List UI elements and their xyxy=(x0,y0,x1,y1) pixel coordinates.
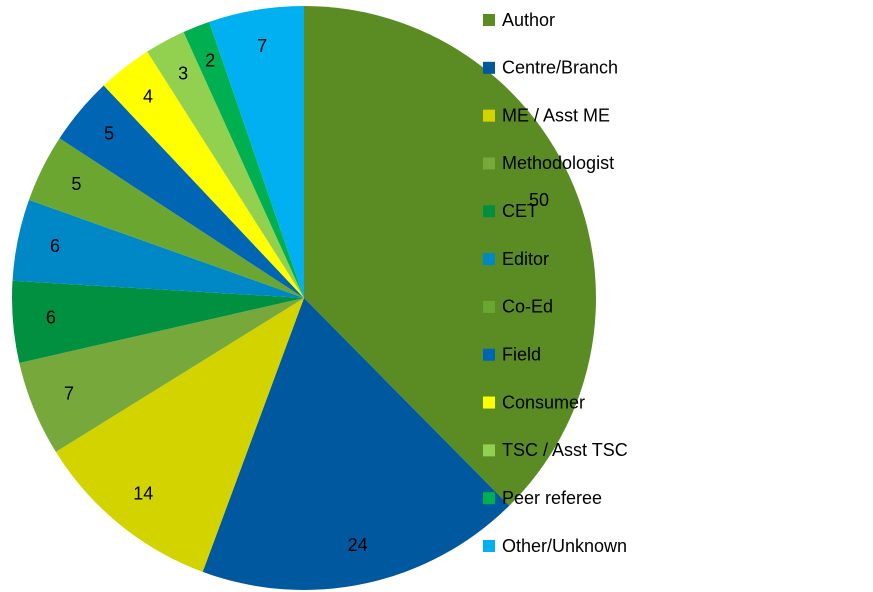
legend-label: Centre/Branch xyxy=(502,58,618,78)
legend-swatch xyxy=(483,205,495,218)
data-label: 3 xyxy=(178,63,188,83)
pie-slice xyxy=(28,138,304,298)
legend-label: CET xyxy=(502,201,538,221)
pie-slice xyxy=(59,85,304,299)
legend-swatch xyxy=(483,109,495,122)
pie-slice xyxy=(103,51,305,298)
legend-label: Other/Unknown xyxy=(502,536,627,556)
data-label: 2 xyxy=(205,51,215,71)
legend-label: Methodologist xyxy=(502,153,614,173)
legend-swatch xyxy=(483,61,495,74)
legend-label: Consumer xyxy=(502,392,585,412)
legend-label: Author xyxy=(502,10,555,30)
data-label: 4 xyxy=(143,86,153,106)
data-label: 5 xyxy=(104,124,114,144)
legend-swatch xyxy=(483,444,495,457)
data-label: 6 xyxy=(50,236,60,256)
legend-label: ME / Asst ME xyxy=(502,105,610,125)
pie-slice xyxy=(202,298,510,590)
legend-swatch xyxy=(483,492,495,505)
pie-slice xyxy=(304,6,596,506)
pie-slice xyxy=(19,298,305,452)
legend-swatch xyxy=(483,300,495,313)
data-label: 7 xyxy=(64,383,74,403)
pie-slice xyxy=(209,6,304,298)
legend-swatch xyxy=(483,540,495,552)
data-label: 5 xyxy=(71,174,81,194)
legend-label: Peer referee xyxy=(502,488,602,508)
legend-swatch xyxy=(483,253,495,266)
data-label: 7 xyxy=(257,36,267,56)
data-label: 14 xyxy=(133,483,153,503)
legend-label: TSC / Asst TSC xyxy=(502,440,628,460)
legend-swatch xyxy=(483,348,495,361)
data-label: 6 xyxy=(46,308,56,328)
pie-slice xyxy=(11,280,304,363)
legend-label: Editor xyxy=(502,249,549,269)
pie-slice xyxy=(183,21,304,299)
legend-label: Co-Ed xyxy=(502,297,553,317)
legend-swatch xyxy=(483,396,495,409)
legend-swatch xyxy=(483,157,495,170)
legend-label: Field xyxy=(502,344,541,364)
pie-slice xyxy=(147,31,304,299)
data-label: 50 xyxy=(529,190,549,210)
legend-swatch xyxy=(483,14,495,26)
pie-slice xyxy=(55,298,305,572)
pie-slice xyxy=(12,199,305,298)
data-label: 24 xyxy=(348,535,368,555)
